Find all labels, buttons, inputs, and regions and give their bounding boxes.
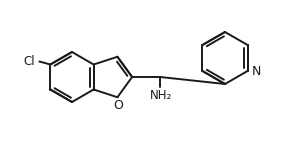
Text: O: O bbox=[114, 99, 123, 112]
Text: NH₂: NH₂ bbox=[150, 88, 172, 101]
Text: Cl: Cl bbox=[24, 55, 35, 68]
Text: N: N bbox=[252, 65, 261, 78]
